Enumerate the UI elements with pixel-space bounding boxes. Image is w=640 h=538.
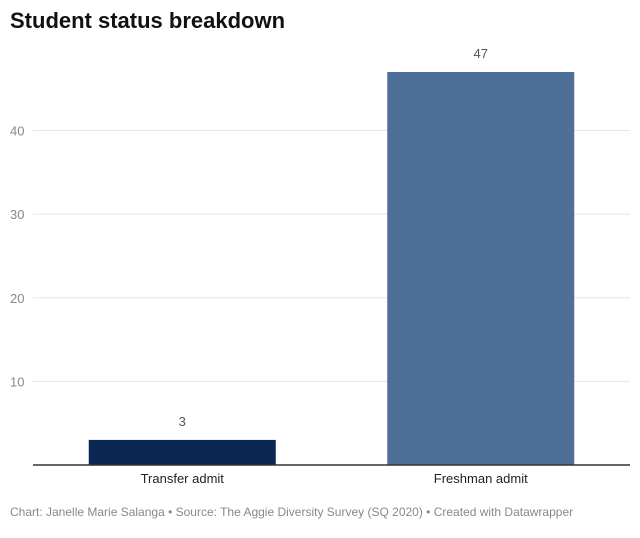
chart-footer: Chart: Janelle Marie Salanga • Source: T…: [10, 505, 574, 519]
y-tick-label: 10: [10, 374, 24, 389]
bars: [88, 72, 575, 465]
data-labels: 3 47: [179, 46, 488, 429]
y-tick-label: 30: [10, 207, 24, 222]
y-axis-ticks: 10 20 30 40: [10, 124, 24, 390]
x-axis-labels: Transfer admit Freshman admit: [141, 471, 529, 486]
y-tick-label: 40: [10, 124, 24, 139]
data-label: 47: [474, 46, 488, 61]
x-tick-label: Freshman admit: [434, 471, 528, 486]
bar-chart: 10 20 30 40 3 47 Transfer admit Freshman admi…: [10, 46, 630, 486]
bar: [88, 439, 276, 465]
x-tick-label: Transfer admit: [141, 471, 225, 486]
chart-title: Student status breakdown: [10, 8, 286, 33]
data-label: 3: [179, 414, 186, 429]
bar: [387, 72, 575, 465]
y-tick-label: 20: [10, 291, 24, 306]
